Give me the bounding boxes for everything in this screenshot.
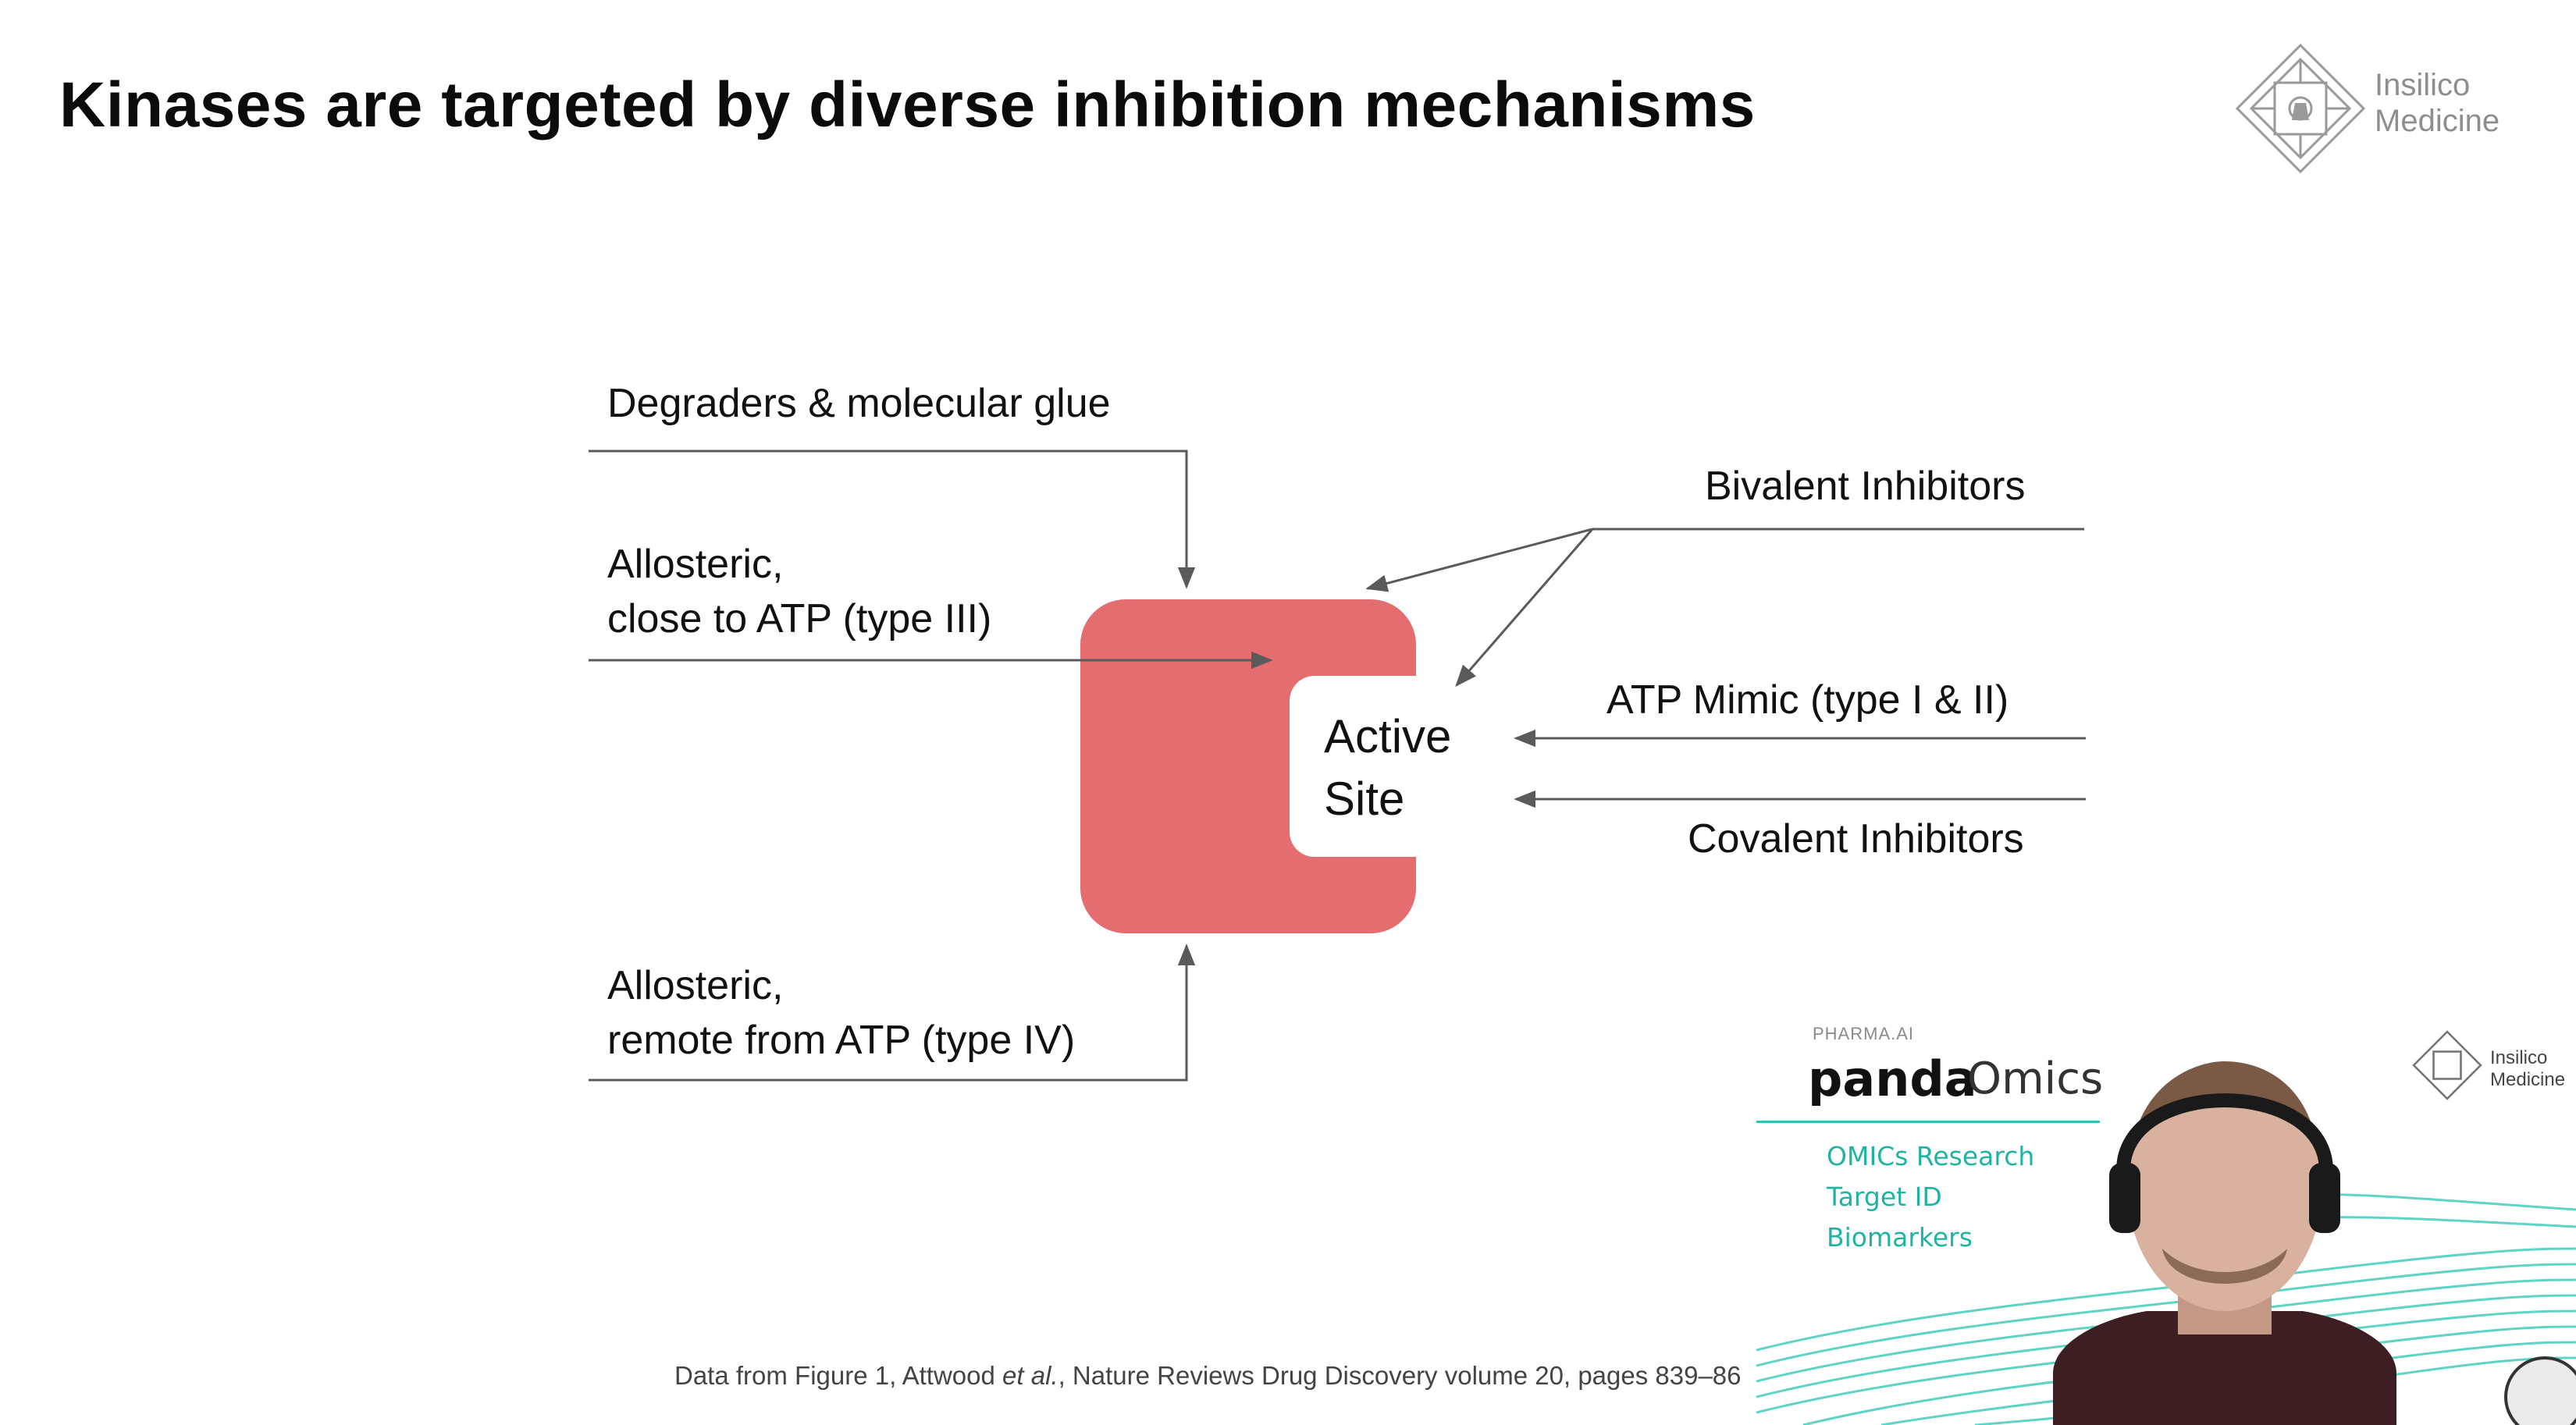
feature-item: Target ID xyxy=(1827,1182,1942,1212)
wave-pattern xyxy=(1756,1061,2576,1425)
label-allosteric-remote-2: remote from ATP (type IV) xyxy=(607,1018,1076,1063)
label-degraders: Degraders & molecular glue xyxy=(607,381,1111,426)
insilico-logo: Insilico Medicine xyxy=(2234,42,2531,175)
webcam-logo-icon xyxy=(2412,1030,2482,1100)
citation-prefix: Data from Figure 1, Attwood xyxy=(674,1361,1003,1390)
arrow-degraders xyxy=(589,450,1196,589)
label-bivalent: Bivalent Inhibitors xyxy=(1705,464,2026,509)
logo-line1: Insilico xyxy=(2375,68,2471,102)
feature-item: Biomarkers xyxy=(1827,1222,1973,1253)
arrow-allosteric-remote xyxy=(589,943,1196,1082)
presenter-video xyxy=(2053,1061,2396,1425)
label-covalent: Covalent Inhibitors xyxy=(1688,816,2024,862)
webcam-logo-line1: Insilico xyxy=(2490,1047,2548,1068)
panda-wordmark: panda xyxy=(1808,1050,1977,1107)
feature-list: OMICs Research Target ID Biomarkers xyxy=(1827,1136,2034,1258)
citation-suffix: , Nature Reviews Drug Discovery volume 2… xyxy=(1058,1361,1742,1390)
webcam-overlay: PHARMA.AI panda Omics OMICs Research Tar… xyxy=(1756,1015,2576,1425)
pharma-ai-label: PHARMA.AI xyxy=(1813,1024,1915,1043)
arrow-bivalent-a xyxy=(1365,528,1593,592)
active-site-label-1: Active xyxy=(1324,710,1452,762)
webcam-logo-line2: Medicine xyxy=(2490,1069,2566,1090)
logo-line2: Medicine xyxy=(2375,104,2500,138)
label-allosteric-remote-1: Allosteric, xyxy=(607,963,784,1008)
omics-wordmark: Omics xyxy=(1967,1054,2104,1104)
label-atp-mimic: ATP Mimic (type I & II) xyxy=(1606,677,2009,723)
label-allosteric-close-1: Allosteric, xyxy=(607,542,784,587)
webcam-insilico-logo: Insilico Medicine xyxy=(2412,1030,2576,1108)
brand-divider xyxy=(1756,1121,2100,1123)
feature-item: OMICs Research xyxy=(1827,1141,2035,1171)
arrow-bivalent-b xyxy=(1455,528,1594,688)
insilico-logo-icon xyxy=(2235,43,2366,174)
active-site-label-2: Site xyxy=(1324,773,1405,825)
citation: Data from Figure 1, Attwood et al., Natu… xyxy=(674,1361,1742,1391)
label-allosteric-close-2: close to ATP (type III) xyxy=(607,596,992,641)
active-site-pocket xyxy=(1290,676,1438,857)
slide-title: Kinases are targeted by diverse inhibiti… xyxy=(59,69,1756,140)
citation-italic: et al. xyxy=(1002,1361,1059,1390)
